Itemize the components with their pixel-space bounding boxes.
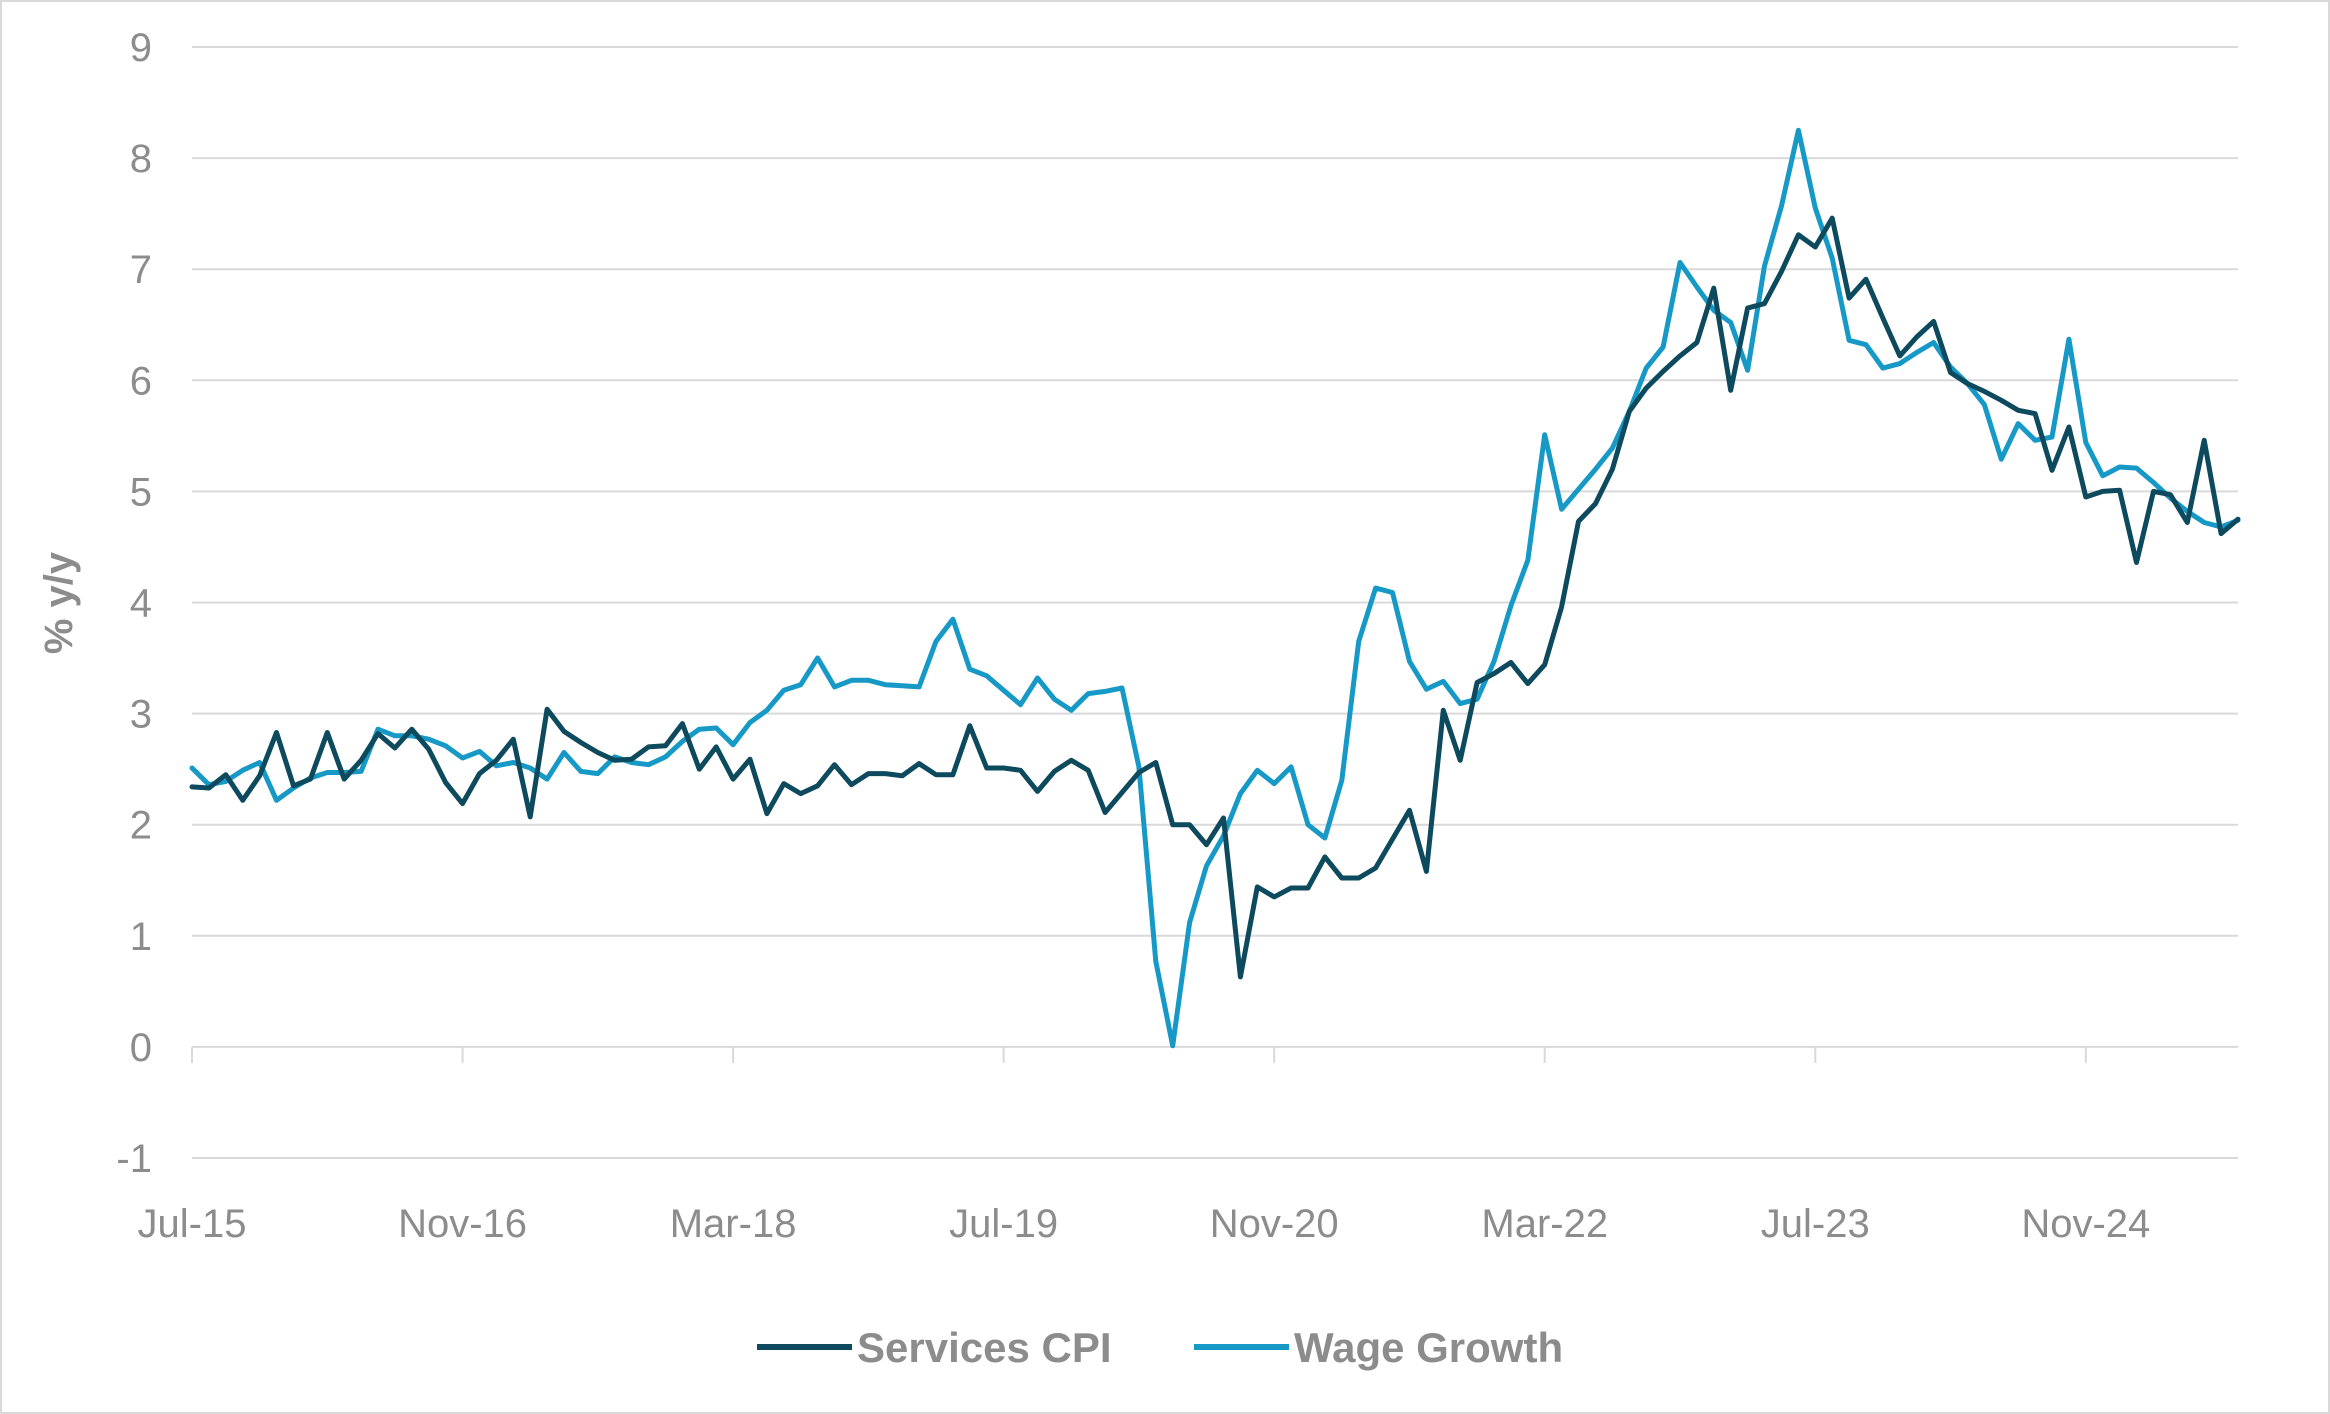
y-axis-title: % y/y: [37, 551, 81, 654]
y-tick-label: 5: [130, 470, 152, 514]
y-tick-label: 7: [130, 248, 152, 292]
x-axis-ticks: Jul-15 Nov-16 Mar-18 Jul-19 Nov-20 Mar-22 Jul-…: [138, 1046, 2150, 1246]
legend-label: Services CPI: [857, 1324, 1112, 1371]
series-line-wage-growth: [189, 127, 2241, 1049]
y-tick-label: 8: [130, 137, 152, 181]
x-tick-label: Nov-16: [398, 1202, 527, 1246]
y-axis-ticks: -1 0 1 2 3 4 5 6 7 8 9: [116, 26, 152, 1181]
gridlines: [192, 46, 2238, 1159]
series-lines: [189, 127, 2241, 1049]
y-tick-label: 2: [130, 804, 152, 848]
y-tick-label: -1: [116, 1137, 152, 1181]
series-line-services-cpi: [189, 215, 2241, 980]
x-tick-label: Mar-18: [670, 1202, 797, 1246]
x-tick-label: Jul-19: [949, 1202, 1058, 1246]
x-tick-label: Jul-15: [138, 1202, 247, 1246]
legend-label: Wage Growth: [1294, 1324, 1563, 1371]
y-tick-label: 6: [130, 359, 152, 403]
legend: Services CPI Wage Growth: [757, 1324, 1563, 1371]
y-tick-label: 0: [130, 1026, 152, 1070]
x-tick-label: Nov-24: [2021, 1202, 2150, 1246]
y-tick-label: 1: [130, 915, 152, 959]
y-tick-label: 4: [130, 582, 152, 626]
y-tick-label: 9: [130, 26, 152, 70]
x-tick-label: Mar-22: [1481, 1202, 1608, 1246]
x-tick-label: Jul-23: [1761, 1202, 1870, 1246]
y-tick-label: 3: [130, 693, 152, 737]
x-tick-label: Nov-20: [1210, 1202, 1339, 1246]
